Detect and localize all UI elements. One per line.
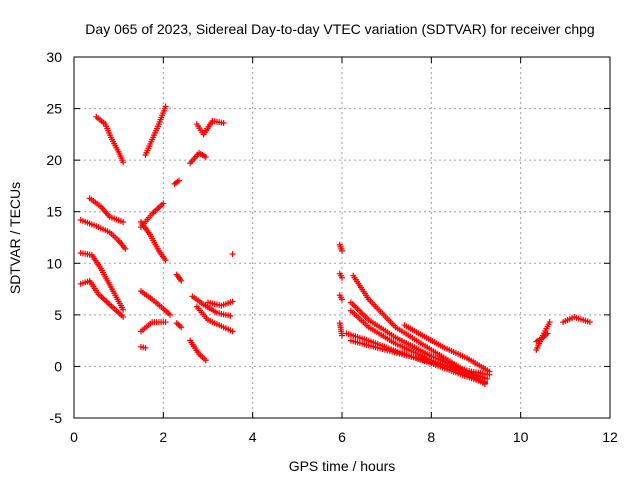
series-arc-6 — [77, 277, 127, 320]
data-point — [227, 312, 234, 319]
series-arc-5 — [77, 249, 127, 313]
x-tick-label: 0 — [70, 429, 78, 445]
series-arc-1 — [93, 113, 127, 166]
x-tick-label: 2 — [159, 429, 167, 445]
x-tick-label: 8 — [427, 429, 435, 445]
data-point — [339, 332, 345, 339]
data-point — [178, 277, 185, 284]
axes: 0 2 4 6 8 10 12 -5 0 5 10 15 20 25 30 — [46, 49, 618, 445]
data-point — [120, 159, 127, 166]
data-point — [175, 321, 182, 328]
data-point — [142, 344, 149, 351]
series-arc-12 — [171, 177, 182, 187]
series-arc-11 — [138, 343, 149, 351]
data-point — [481, 379, 488, 386]
series-arc-22 — [336, 241, 345, 254]
series-arc-2 — [142, 103, 169, 158]
data-point — [176, 322, 183, 329]
series-arc-17 — [189, 293, 234, 319]
data-point — [120, 306, 127, 313]
data-point — [162, 319, 169, 326]
y-tick-label: -5 — [50, 410, 63, 426]
data-point — [178, 324, 185, 331]
data-point — [339, 247, 345, 254]
x-tick-label: 4 — [249, 429, 257, 445]
data-point — [173, 320, 180, 327]
data-point — [546, 319, 553, 326]
data-point — [229, 251, 236, 258]
y-tick-label: 25 — [46, 101, 62, 117]
chart-title: Day 065 of 2023, Sidereal Day-to-day VTE… — [85, 21, 594, 37]
data-point — [171, 180, 178, 187]
x-tick-label: 6 — [338, 429, 346, 445]
y-tick-label: 30 — [46, 49, 62, 65]
data-point — [162, 257, 169, 264]
data-point — [486, 368, 493, 375]
series-arc-4 — [77, 216, 129, 252]
series-arc-8 — [138, 219, 169, 264]
data-point — [586, 319, 593, 326]
grid-lines — [74, 57, 610, 418]
series-arc-20 — [187, 337, 209, 364]
data-point — [120, 313, 127, 320]
series-arc-34 — [560, 313, 593, 326]
series-arc-3 — [86, 195, 127, 226]
data-point — [202, 357, 209, 364]
x-tick-label: 12 — [602, 429, 618, 445]
series-arc-25 — [336, 320, 345, 339]
data-point — [229, 298, 236, 305]
series-arc-30 — [347, 337, 493, 378]
y-tick-label: 15 — [46, 204, 62, 220]
x-axis-label: GPS time / hours — [289, 458, 396, 474]
series-arc-31 — [401, 322, 493, 375]
data-point — [120, 219, 127, 226]
series-arc-18 — [193, 303, 236, 335]
y-tick-label: 5 — [54, 307, 62, 323]
series-arc-19 — [205, 298, 236, 309]
series-arc-24 — [336, 292, 345, 303]
data-point — [162, 103, 169, 110]
series-arc-33 — [533, 330, 551, 345]
series-arc-16 — [173, 320, 185, 331]
data-point — [122, 245, 129, 252]
data-point — [167, 311, 174, 318]
y-tick-label: 20 — [46, 152, 62, 168]
data-point — [229, 328, 236, 335]
series-arc-15 — [173, 271, 185, 284]
data-point — [339, 296, 345, 303]
series-arc-21 — [229, 251, 236, 258]
data-point — [544, 330, 551, 337]
series-arc-10 — [138, 319, 169, 335]
data-point — [160, 200, 167, 207]
data-point — [220, 120, 227, 127]
y-axis-label: SDTVAR / TECUs — [7, 182, 23, 294]
y-tick-label: 10 — [46, 255, 62, 271]
data-point — [202, 154, 209, 161]
series-arc-23 — [336, 270, 345, 281]
data-point — [339, 274, 345, 281]
series-arc-9 — [138, 288, 174, 318]
series-arc-14 — [193, 117, 227, 138]
y-tick-label: 0 — [54, 358, 62, 374]
x-tick-label: 10 — [513, 429, 529, 445]
data-points — [77, 103, 593, 387]
series-arc-13 — [187, 149, 209, 167]
